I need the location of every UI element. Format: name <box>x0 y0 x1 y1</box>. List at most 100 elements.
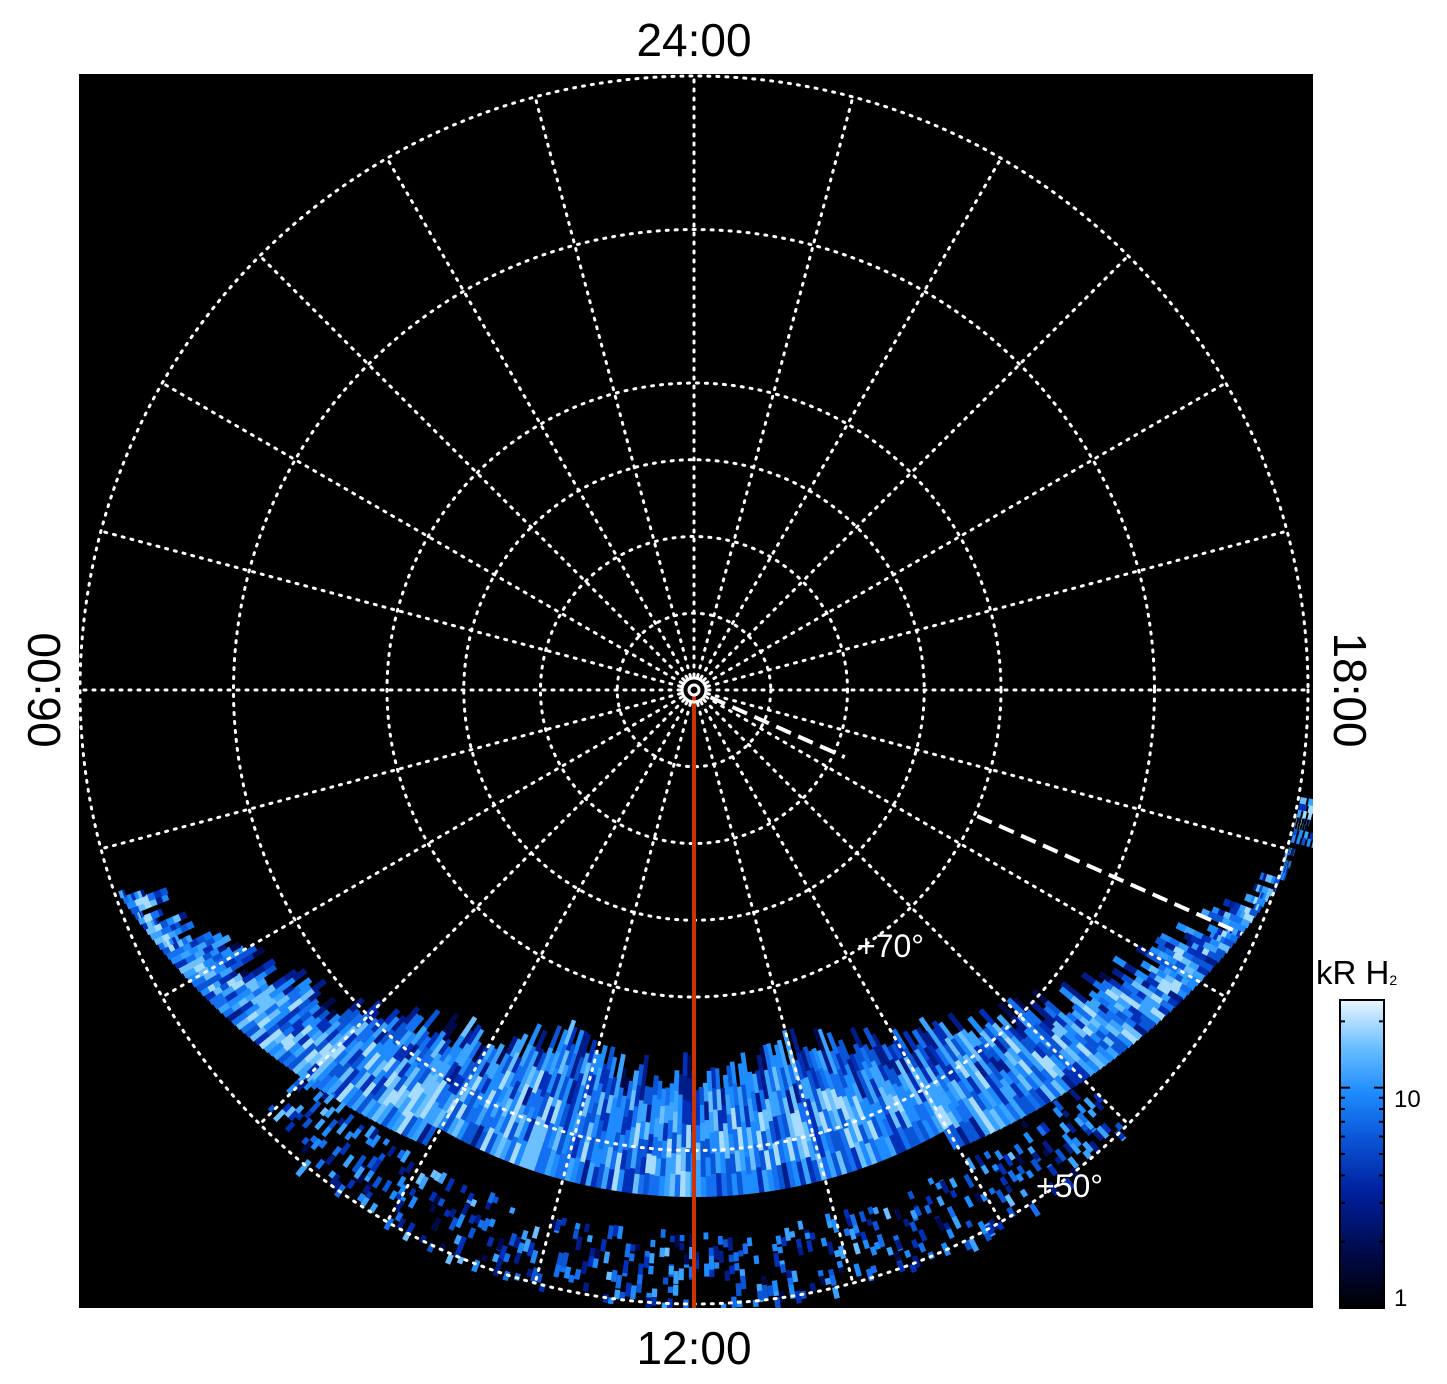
emission-cell <box>1146 1011 1161 1026</box>
emission-cell <box>800 1121 812 1144</box>
emission-cell <box>118 890 124 899</box>
emission-cell <box>1119 1028 1138 1045</box>
emission-cell <box>999 1176 1009 1187</box>
emission-cell <box>938 1061 956 1085</box>
emission-cell <box>909 1263 918 1274</box>
emission-cell <box>448 1208 457 1219</box>
emission-cell <box>880 1117 895 1139</box>
emission-cell <box>165 948 178 960</box>
emission-cell <box>473 1057 488 1077</box>
emission-cell <box>912 1104 927 1124</box>
emission-cell <box>352 1070 372 1092</box>
emission-cell <box>456 1029 474 1051</box>
emission-cell <box>743 1075 752 1101</box>
emission-cell <box>1084 1119 1095 1131</box>
emission-cell <box>826 1241 835 1256</box>
emission-cell <box>340 1031 358 1050</box>
emission-cell <box>681 1075 688 1102</box>
emission-cell <box>667 1286 674 1293</box>
emission-cell <box>922 1100 937 1120</box>
emission-cell <box>773 1252 781 1268</box>
emission-cell <box>996 1058 1013 1076</box>
emission-cell <box>762 1044 772 1071</box>
emission-cell <box>362 1184 371 1195</box>
emission-cell <box>1062 1142 1075 1155</box>
emission-cell <box>416 1055 435 1077</box>
emission-cell <box>1060 980 1078 997</box>
meridian-line <box>702 254 1130 682</box>
emission-cell <box>332 1180 343 1191</box>
emission-cell <box>923 1204 933 1215</box>
emission-cell <box>635 1243 641 1251</box>
emission-cell <box>580 1260 589 1275</box>
emission-cell <box>733 1251 739 1262</box>
emission-cell <box>881 1064 897 1088</box>
emission-cell <box>1004 1102 1022 1122</box>
emission-cell <box>428 1038 446 1061</box>
emission-cell <box>1128 1028 1143 1041</box>
emission-cell <box>239 971 256 985</box>
emission-cell <box>798 1133 811 1160</box>
emission-cell <box>1023 1075 1041 1093</box>
emission-cell <box>500 1118 515 1141</box>
emission-cell <box>242 1002 261 1018</box>
emission-cell <box>762 1150 772 1173</box>
emission-cell <box>1068 1141 1082 1155</box>
emission-cell <box>433 1171 443 1182</box>
emission-cell <box>420 1072 440 1097</box>
emission-cell <box>347 997 365 1014</box>
emission-cell <box>421 1100 440 1124</box>
emission-cell <box>502 1071 516 1091</box>
emission-cell <box>1007 1026 1025 1044</box>
emission-cell <box>1074 1116 1085 1128</box>
emission-cell <box>973 1191 984 1204</box>
emission-cell <box>391 1074 409 1094</box>
emission-cell <box>253 1030 270 1046</box>
emission-cell <box>452 1042 471 1066</box>
emission-cell <box>1092 1129 1105 1142</box>
emission-cell <box>425 1106 443 1128</box>
dashed-marker-inner <box>709 695 846 759</box>
emission-cell <box>911 1028 929 1052</box>
emission-cell <box>839 1149 853 1174</box>
emission-cell <box>791 1270 799 1283</box>
emission-cell <box>388 1083 408 1107</box>
emission-cell <box>1025 1093 1042 1111</box>
emission-cell <box>1019 1046 1036 1064</box>
emission-cell <box>286 1084 297 1095</box>
emission-cell <box>815 1087 828 1113</box>
emission-cell <box>313 1049 333 1069</box>
emission-cell <box>365 1041 384 1060</box>
emission-cell <box>771 1142 782 1168</box>
emission-cell <box>972 1114 991 1137</box>
emission-cell <box>303 1109 314 1120</box>
emission-cell <box>520 1229 529 1241</box>
emission-cell <box>756 1054 766 1080</box>
emission-cell <box>505 1121 519 1143</box>
emission-cell <box>1293 822 1297 830</box>
emission-cell <box>527 1241 536 1253</box>
emission-cell <box>704 1138 711 1160</box>
emission-cell <box>834 1150 848 1176</box>
emission-cell <box>556 1064 570 1089</box>
emission-cell <box>301 1136 310 1146</box>
emission-cell <box>402 1012 421 1033</box>
emission-cell <box>709 1153 717 1177</box>
emission-cell <box>914 1086 929 1106</box>
emission-cell <box>353 1165 365 1180</box>
emission-cell <box>1302 817 1306 826</box>
emission-cell <box>572 1229 580 1240</box>
emission-cell <box>753 1255 760 1265</box>
emission-cell <box>1284 859 1288 868</box>
emission-cell <box>625 1080 634 1102</box>
emission-cell <box>389 1027 409 1048</box>
emission-cell <box>1080 971 1098 987</box>
emission-cell <box>673 1270 679 1285</box>
emission-cell <box>967 1030 984 1049</box>
emission-cell <box>1104 1023 1122 1040</box>
emission-cell <box>814 1137 827 1161</box>
emission-cell <box>303 1079 315 1091</box>
emission-cell <box>466 1040 482 1062</box>
emission-cell <box>395 1095 412 1116</box>
emission-cell <box>1083 1096 1096 1110</box>
